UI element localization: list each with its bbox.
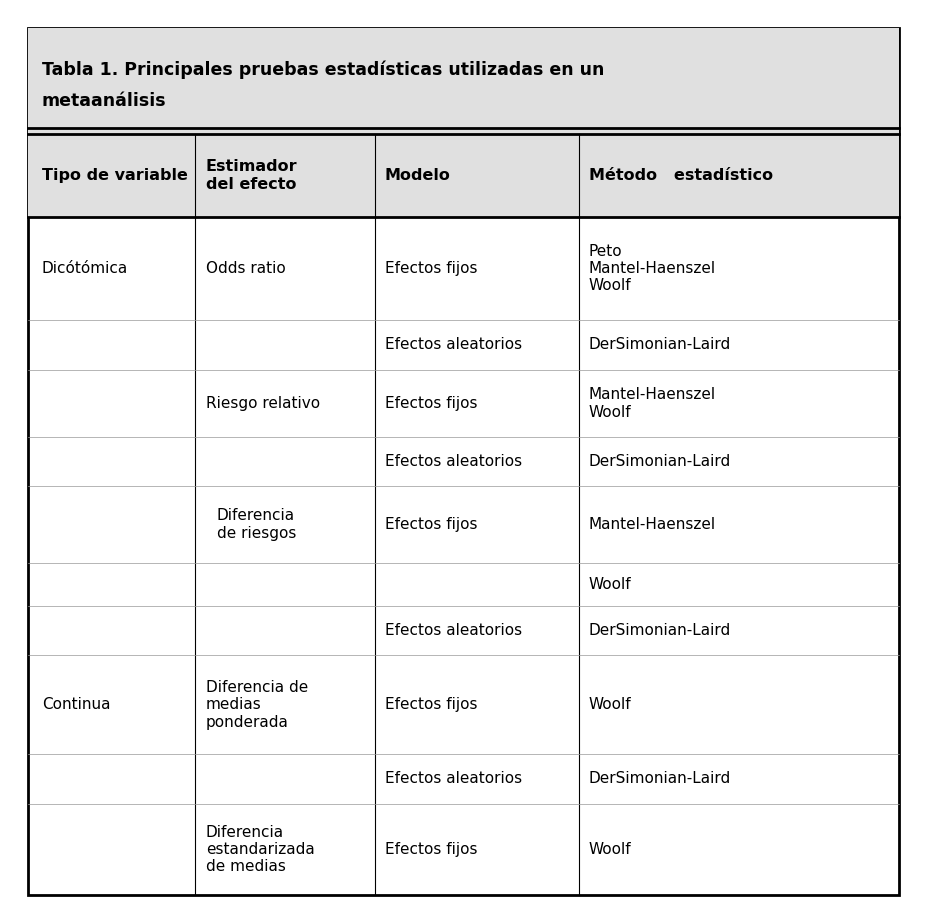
Text: Woolf: Woolf: [589, 697, 631, 713]
Text: Efectos fijos: Efectos fijos: [385, 261, 477, 276]
Text: DerSimonian-Laird: DerSimonian-Laird: [589, 623, 730, 638]
Text: Efectos fijos: Efectos fijos: [385, 396, 477, 411]
Text: Mantel-Haenszel: Mantel-Haenszel: [589, 517, 716, 533]
Text: DerSimonian-Laird: DerSimonian-Laird: [589, 454, 730, 469]
Text: Efectos fijos: Efectos fijos: [385, 842, 477, 857]
Text: Odds ratio: Odds ratio: [206, 261, 286, 276]
Text: Diferencia
estandarizada
de medias: Diferencia estandarizada de medias: [206, 824, 314, 874]
Text: Continua: Continua: [42, 697, 110, 713]
Text: Peto
Mantel-Haenszel
Woolf: Peto Mantel-Haenszel Woolf: [589, 244, 716, 294]
Text: Estimador
del efecto: Estimador del efecto: [206, 159, 298, 192]
Text: Método   estadístico: Método estadístico: [589, 168, 773, 183]
Text: Mantel-Haenszel
Woolf: Mantel-Haenszel Woolf: [589, 387, 716, 420]
Text: Modelo: Modelo: [385, 168, 451, 183]
Text: DerSimonian-Laird: DerSimonian-Laird: [589, 772, 730, 786]
Text: Efectos aleatorios: Efectos aleatorios: [385, 623, 522, 638]
Bar: [28, 28, 899, 134]
Text: Efectos fijos: Efectos fijos: [385, 697, 477, 713]
Text: Riesgo relativo: Riesgo relativo: [206, 396, 320, 411]
Text: Diferencia
de riesgos: Diferencia de riesgos: [217, 509, 297, 541]
Text: Efectos aleatorios: Efectos aleatorios: [385, 338, 522, 353]
Text: Woolf: Woolf: [589, 577, 631, 592]
Text: metaanálisis: metaanálisis: [42, 92, 166, 110]
Text: Tabla 1. Principales pruebas estadísticas utilizadas en un: Tabla 1. Principales pruebas estadística…: [42, 60, 604, 79]
Text: DerSimonian-Laird: DerSimonian-Laird: [589, 338, 730, 353]
Text: Efectos aleatorios: Efectos aleatorios: [385, 454, 522, 469]
Text: Dicótómica: Dicótómica: [42, 261, 128, 276]
Text: Tipo de variable: Tipo de variable: [42, 168, 187, 183]
Text: Diferencia de
medias
ponderada: Diferencia de medias ponderada: [206, 680, 308, 730]
Text: Efectos fijos: Efectos fijos: [385, 517, 477, 533]
Text: Efectos aleatorios: Efectos aleatorios: [385, 772, 522, 786]
Text: Woolf: Woolf: [589, 842, 631, 857]
Bar: [28, 134, 899, 217]
